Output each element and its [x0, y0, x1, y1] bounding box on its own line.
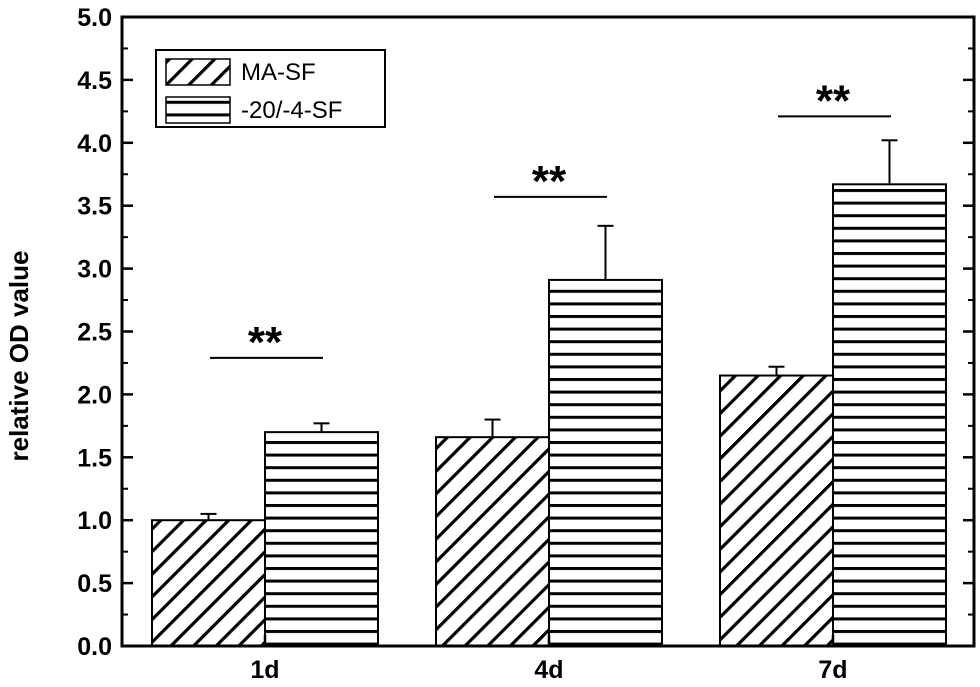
legend-swatch-20-4-sf: [165, 96, 231, 124]
bar-20-4-sf-1d: [264, 431, 379, 648]
x-ticks: 1d 4d 7d: [250, 635, 848, 684]
bar-ma-sf-1d: [151, 519, 266, 648]
legend-swatch-ma-sf: [165, 58, 231, 86]
y-tick-label: 3.5: [77, 193, 112, 221]
error-bars-layer: [200, 139, 898, 521]
y-tick-label: 4.5: [77, 67, 112, 95]
significance-label-4d: **: [532, 157, 567, 206]
bars-layer: [151, 183, 947, 648]
x-tick-label-4d: 4d: [534, 656, 563, 684]
y-axis-title: relative OD value: [4, 251, 34, 462]
significance-layer: ** ** **: [210, 76, 891, 367]
x-tick-label-7d: 7d: [818, 656, 847, 684]
legend-label-20-4-sf: -20/-4-SF: [241, 97, 342, 124]
y-tick-label: 2.0: [77, 381, 112, 409]
y-tick-label: 5.0: [77, 4, 112, 32]
y-tick-label: 2.5: [77, 319, 112, 347]
y-tick-label: 1.5: [77, 444, 112, 472]
y-tick-label: 3.0: [77, 256, 112, 284]
y-tick-label: 0.0: [77, 633, 112, 661]
significance-label-7d: **: [816, 76, 851, 125]
bar-ma-sf-7d: [719, 374, 834, 647]
bar-20-4-sf-7d: [832, 183, 947, 647]
significance-label-1d: **: [248, 318, 283, 367]
legend: MA-SF -20/-4-SF: [155, 49, 386, 128]
y-ticks: 0.0 0.5 1.0 1.5 2.0 2.5 3.0 3.5 4.0 4.5 5.0: [77, 4, 974, 661]
legend-label-ma-sf: MA-SF: [241, 59, 316, 86]
bar-ma-sf-4d: [435, 436, 550, 647]
y-tick-label: 1.0: [77, 507, 112, 535]
y-tick-label: 0.5: [77, 570, 112, 598]
x-tick-label-1d: 1d: [250, 656, 279, 684]
y-tick-label: 4.0: [77, 130, 112, 158]
bar-20-4-sf-4d: [548, 278, 663, 647]
